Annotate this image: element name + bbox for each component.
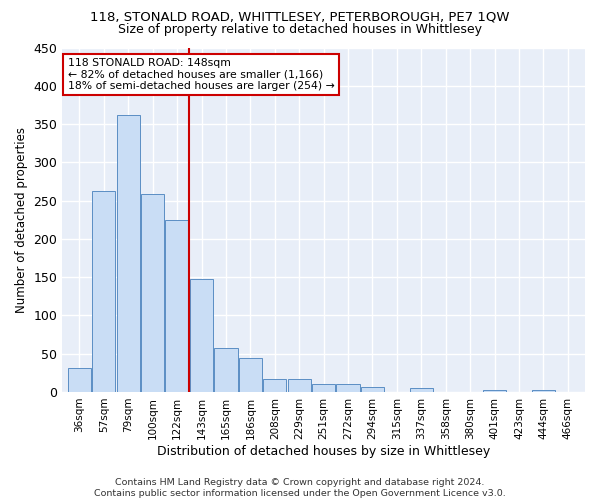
Bar xyxy=(190,278,213,392)
Bar xyxy=(92,192,115,392)
Bar xyxy=(287,379,311,392)
Bar xyxy=(239,358,262,392)
Bar xyxy=(483,390,506,392)
Bar xyxy=(312,384,335,392)
Bar xyxy=(166,220,188,392)
X-axis label: Distribution of detached houses by size in Whittlesey: Distribution of detached houses by size … xyxy=(157,444,490,458)
Bar xyxy=(410,388,433,392)
Text: Size of property relative to detached houses in Whittlesey: Size of property relative to detached ho… xyxy=(118,22,482,36)
Bar xyxy=(116,115,140,392)
Bar xyxy=(532,390,555,392)
Bar xyxy=(337,384,359,392)
Bar xyxy=(141,194,164,392)
Bar xyxy=(68,368,91,392)
Text: Contains HM Land Registry data © Crown copyright and database right 2024.
Contai: Contains HM Land Registry data © Crown c… xyxy=(94,478,506,498)
Text: 118, STONALD ROAD, WHITTLESEY, PETERBOROUGH, PE7 1QW: 118, STONALD ROAD, WHITTLESEY, PETERBORO… xyxy=(90,10,510,23)
Bar xyxy=(361,388,384,392)
Y-axis label: Number of detached properties: Number of detached properties xyxy=(15,126,28,312)
Bar xyxy=(263,379,286,392)
Text: 118 STONALD ROAD: 148sqm
← 82% of detached houses are smaller (1,166)
18% of sem: 118 STONALD ROAD: 148sqm ← 82% of detach… xyxy=(68,58,334,91)
Bar xyxy=(214,348,238,392)
